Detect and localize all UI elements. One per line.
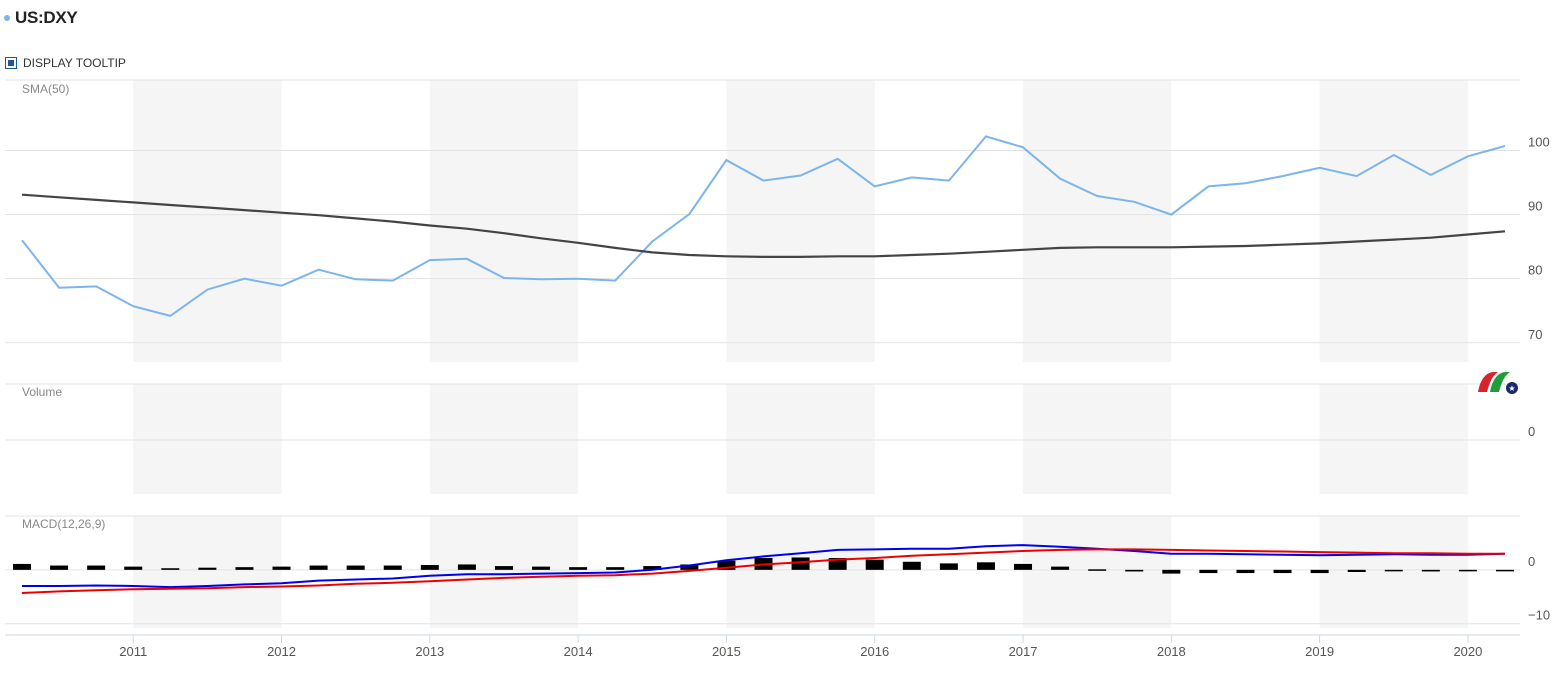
year-bands [133,80,1468,628]
year-band-2013-price [429,80,579,362]
macd-histogram-bar [1310,569,1329,574]
year-band-2013-macd [429,516,579,628]
price-pane [21,135,1506,317]
series-dot-icon [4,15,10,21]
macd-histogram-bar [569,567,588,570]
price-line [21,135,1506,317]
y-axis-labels: 70 80 90 100 0 −10 0 [1528,135,1550,623]
macd-histogram-bar [198,567,217,570]
macd-histogram-bar [494,566,513,570]
chart-title-group: US:DXY [4,8,78,28]
year-band-2017-price [1023,80,1172,362]
price-y-tick-label: 70 [1528,327,1542,342]
macd-pane-label: MACD(12,26,9) [22,517,105,531]
macd-histogram-bar [1088,569,1107,571]
macd-histogram-bar [828,558,847,570]
x-tick-label: 2012 [267,644,296,659]
x-tick-label: 2011 [119,644,147,659]
macd-histogram-bar [1458,569,1477,572]
chart-title: US:DXY [15,8,78,27]
price-y-tick-label: 80 [1528,263,1542,278]
macd-histogram-bar [643,566,662,570]
macd-histogram-bar [1236,569,1255,574]
macd-histogram-bar [1421,569,1440,572]
year-band-2019-price [1319,80,1468,362]
macd-line [22,544,1506,589]
x-tick-label: 2018 [1157,644,1186,659]
year-band-2017-volume [1023,384,1172,494]
macd-histogram-bar [383,565,402,570]
macd-histogram-bar [606,567,625,570]
macd-histogram-bar [902,561,921,570]
year-band-2011-volume [133,384,282,494]
macd-histogram-bar [939,563,958,570]
svg-text:★: ★ [1508,384,1515,393]
x-tick-label: 2013 [415,644,444,659]
price-y-tick-label: 90 [1528,199,1542,214]
year-band-2015-price [726,80,875,362]
macd-histogram-bar [50,565,69,570]
macd-histogram-bar [87,565,106,570]
macd-histogram-bar [976,562,995,570]
macd-histogram-bar [13,563,31,570]
x-tick-label: 2015 [712,644,741,659]
macd-histogram-bar [1051,566,1070,570]
macd-histogram-bar [1125,569,1144,572]
macd-histogram-bar [865,559,884,570]
macd-histogram-bar [124,566,143,570]
macd-histogram-bar [161,568,180,570]
x-tick-label: 2017 [1009,644,1038,659]
macd-histogram-bar [309,565,328,570]
checkbox-checked-icon[interactable] [5,57,17,69]
macd-histogram-bar [532,566,551,570]
macd-histogram-bar [791,557,810,570]
brand-logo-icon: ★ [1478,372,1518,394]
display-tooltip-toggle[interactable]: DISPLAY TOOLTIP [5,56,126,70]
volume-pane-label: Volume [22,385,62,399]
year-band-2015-macd [726,516,875,628]
year-band-2015-volume [726,384,875,494]
macd-histogram-bar [717,560,736,570]
x-tick-label: 2016 [860,644,889,659]
macd-histogram-bar [1199,569,1218,574]
macd-histogram-bar [420,565,439,570]
macd-histogram-bar [272,566,291,570]
sma-line [21,193,1506,258]
macd-pane [13,544,1514,594]
year-band-2017-macd [1023,516,1172,628]
year-band-2013-volume [429,384,579,494]
x-tick-label: 2014 [564,644,593,659]
macd-histogram-bar [457,564,476,570]
x-tick-label: 2019 [1305,644,1334,659]
macd-histogram-bar [1162,569,1181,574]
year-band-2019-macd [1319,516,1468,628]
macd-histogram-bar [1496,569,1514,572]
macd-y-tick-label: −10 [1528,608,1550,623]
macd-histogram-bar [346,565,365,570]
volume-y-tick-label: 0 [1528,424,1535,439]
macd-y-tick-label: 0 [1528,554,1535,569]
price-y-tick-label: 100 [1528,135,1550,150]
macd-histogram-bar [1384,569,1403,572]
year-band-2019-volume [1319,384,1468,494]
x-tick-label: 2020 [1453,644,1482,659]
macd-histogram-bar [1347,569,1366,572]
macd-histogram-bar [1273,569,1292,574]
macd-histogram-bar [235,567,254,570]
macd-histogram-bar [1014,563,1033,570]
year-band-2011-price [133,80,282,362]
signal-line [21,548,1505,594]
x-axis: 2011 2012 2013 2014 2015 2016 2017 2018 2019 2020 [5,634,1520,659]
macd-histogram-bar [680,564,699,570]
price-pane-label: SMA(50) [22,82,69,96]
display-tooltip-label: DISPLAY TOOLTIP [23,56,126,70]
year-band-2011-macd [133,516,282,628]
